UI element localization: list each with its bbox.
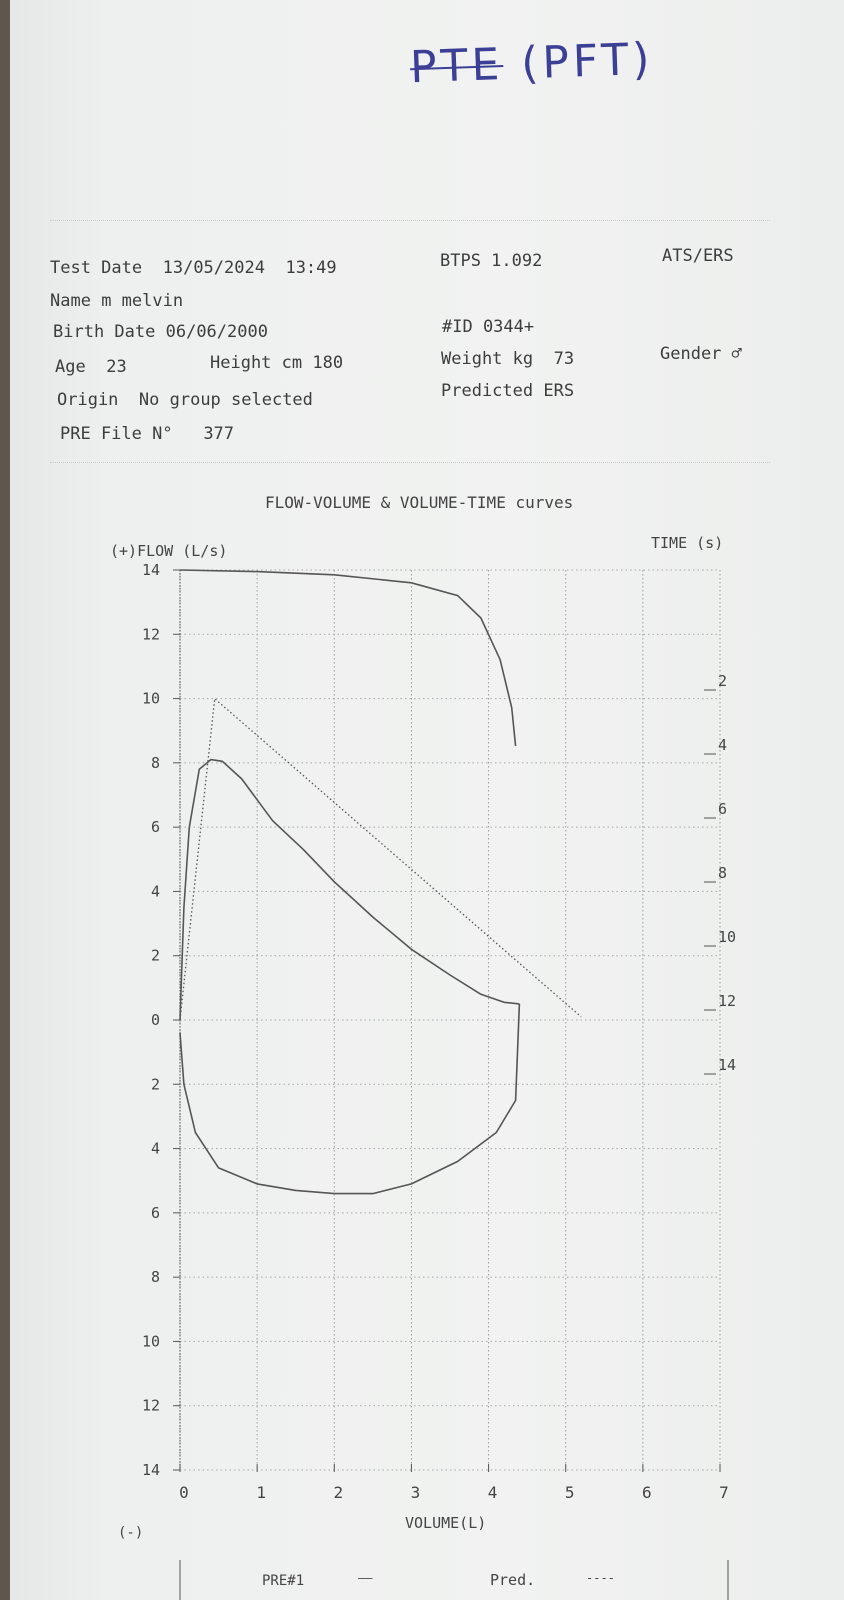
volume-ticks: 0 1 2 3 4 5 6 7 bbox=[179, 1464, 729, 1502]
volume-tick-label: 1 bbox=[256, 1483, 266, 1502]
flow-ticks: 14 12 10 8 6 4 2 0 2 4 6 8 10 12 14 bbox=[142, 561, 180, 1479]
volume-tick-label: 6 bbox=[642, 1483, 652, 1502]
time-tick-label: 12 bbox=[718, 992, 736, 1010]
time-tick-label: 8 bbox=[718, 864, 727, 882]
flow-tick-label: 0 bbox=[151, 1011, 160, 1029]
test-date-row: Test Date 13/05/2024 13:49 bbox=[50, 258, 337, 278]
test-date-label: Test Date bbox=[50, 258, 143, 278]
file-label: PRE File N° bbox=[60, 424, 173, 444]
height: 180 bbox=[312, 353, 344, 373]
legend-pre: PRE#1 bbox=[262, 1573, 304, 1589]
time-tick-label: 14 bbox=[718, 1056, 736, 1074]
legend-pre-line: —— bbox=[358, 1571, 373, 1585]
flow-tick-label: 4 bbox=[151, 1140, 160, 1158]
btps-value: BTPS 1.092 bbox=[440, 251, 543, 271]
header-bottom-rule bbox=[50, 462, 770, 463]
patient-id: #ID 0344+ bbox=[442, 317, 535, 337]
volume-tick-label: 5 bbox=[565, 1483, 575, 1502]
flow-tick-label: 14 bbox=[142, 561, 160, 579]
time-tick-label: 4 bbox=[718, 736, 727, 754]
volume-tick-label: 3 bbox=[411, 1483, 421, 1502]
gender-row: Gender ♂ bbox=[660, 344, 742, 364]
origin-label: Origin bbox=[57, 390, 119, 410]
standard-label: ATS/ERS bbox=[662, 246, 734, 266]
origin-row: Origin No group selected bbox=[57, 390, 313, 410]
flow-tick-label: 6 bbox=[151, 818, 160, 836]
measured-curve-0 bbox=[179, 758, 520, 1021]
time-axis-label: TIME (s) bbox=[651, 534, 723, 552]
volume-axis-label: VOLUME(L) bbox=[405, 1514, 486, 1532]
age-row: Age 23 bbox=[55, 357, 127, 377]
flow-axis-label: (+)FLOW (L/s) bbox=[110, 542, 227, 560]
time-tick-label: 6 bbox=[718, 800, 727, 818]
file-number: 377 bbox=[203, 424, 235, 444]
file-row: PRE File N° 377 bbox=[60, 424, 234, 444]
weight-row: Weight kg 73 bbox=[441, 349, 574, 369]
birth-date-row: Birth Date 06/06/2000 bbox=[53, 322, 268, 342]
age: 23 bbox=[106, 357, 127, 377]
legend-pred: Pred. bbox=[490, 1571, 535, 1589]
volume-tick-label: 0 bbox=[179, 1483, 189, 1502]
negative-flow-label: (-) bbox=[118, 1525, 143, 1541]
flow-tick-label: 10 bbox=[142, 1332, 160, 1350]
time-tick-label: 10 bbox=[718, 928, 736, 946]
volume-tick-label: 2 bbox=[333, 1483, 343, 1502]
time-tick-label: 2 bbox=[718, 672, 727, 690]
name-row: Name m melvin bbox=[50, 291, 183, 311]
legend-pred-line: ---- bbox=[586, 1571, 615, 1585]
volume-tick-label: 4 bbox=[488, 1483, 498, 1502]
header-top-rule bbox=[50, 220, 770, 221]
weight-label: Weight kg bbox=[441, 349, 534, 369]
flow-tick-label: 2 bbox=[151, 947, 160, 965]
flow-tick-label: 12 bbox=[142, 1397, 160, 1415]
weight: 73 bbox=[553, 349, 575, 369]
patient-name: m melvin bbox=[101, 291, 184, 311]
test-date: 13/05/2024 bbox=[162, 258, 265, 278]
name-label: Name bbox=[50, 291, 91, 311]
birth-date-label: Birth Date bbox=[53, 322, 156, 342]
test-time: 13:49 bbox=[285, 258, 337, 278]
chart-title: FLOW-VOLUME & VOLUME-TIME curves bbox=[265, 493, 573, 512]
gender-label: Gender bbox=[660, 344, 722, 364]
flow-tick-label: 2 bbox=[151, 1075, 160, 1093]
flow-tick-label: 8 bbox=[151, 754, 160, 772]
birth-date: 06/06/2000 bbox=[165, 322, 268, 342]
measured-curve-1 bbox=[179, 1003, 521, 1195]
flow-tick-label: 10 bbox=[142, 690, 160, 708]
flow-tick-label: 8 bbox=[151, 1268, 160, 1286]
flow-tick-label: 4 bbox=[151, 882, 160, 900]
chart-curves bbox=[179, 569, 582, 1195]
flow-tick-label: 14 bbox=[142, 1461, 160, 1479]
origin-value: No group selected bbox=[138, 390, 313, 410]
printout-paper bbox=[10, 0, 844, 1600]
volume-tick-label: 7 bbox=[719, 1483, 729, 1502]
flow-tick-label: 12 bbox=[142, 625, 160, 643]
age-label: Age bbox=[55, 357, 86, 377]
gender-symbol: ♂ bbox=[731, 344, 742, 364]
height-row: Height cm 180 bbox=[210, 353, 343, 373]
flow-tick-label: 6 bbox=[151, 1204, 160, 1222]
predicted-set: Predicted ERS bbox=[441, 381, 575, 401]
height-label: Height cm bbox=[210, 353, 303, 373]
time-ticks: 2 4 6 8 10 12 14 bbox=[704, 672, 736, 1075]
volume-time-curve bbox=[179, 569, 517, 747]
